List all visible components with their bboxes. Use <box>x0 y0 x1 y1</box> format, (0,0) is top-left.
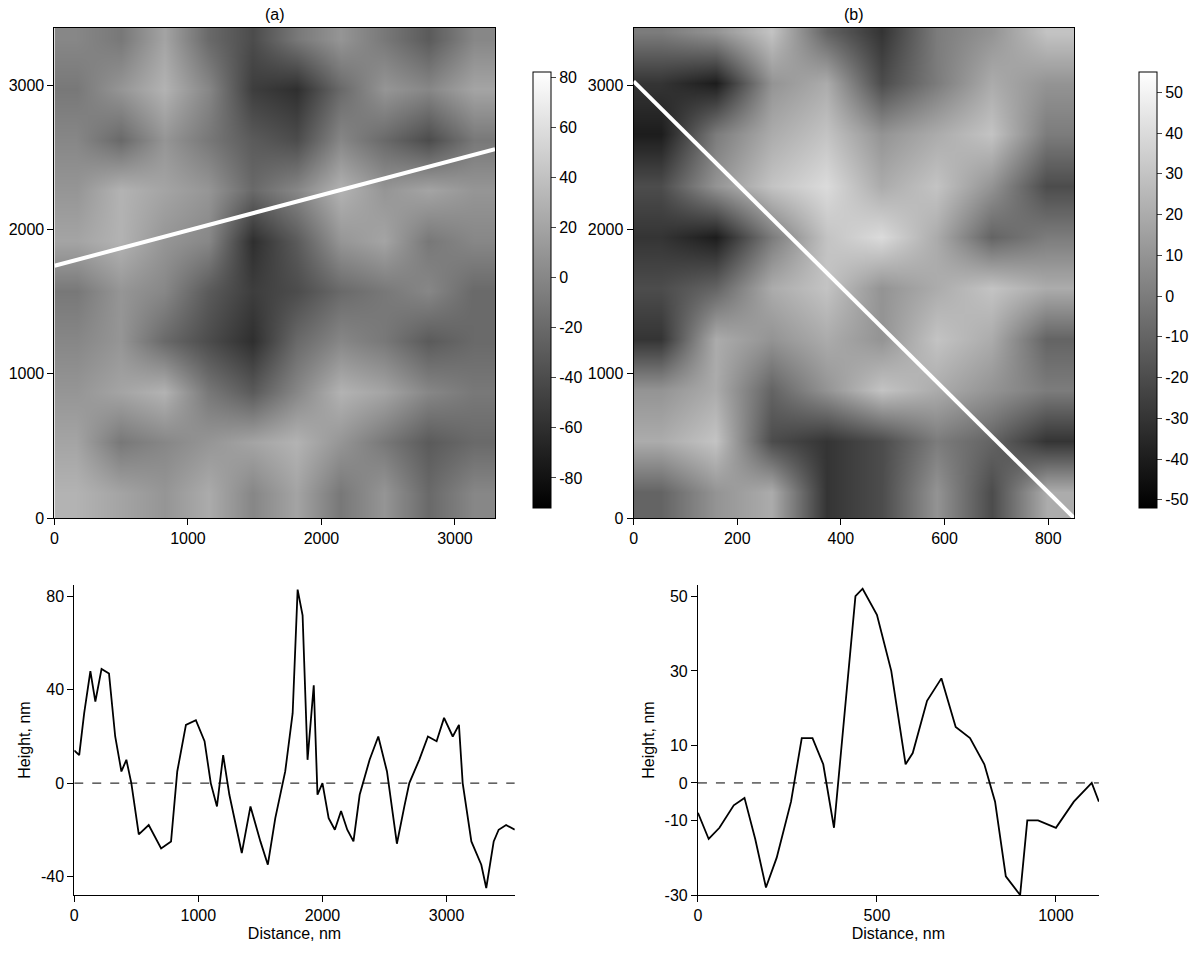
svg-text:Distance, nm: Distance, nm <box>852 925 945 942</box>
svg-text:20: 20 <box>559 219 577 236</box>
svg-text:0: 0 <box>70 907 79 924</box>
svg-text:-10: -10 <box>1165 328 1188 345</box>
svg-text:0: 0 <box>614 510 623 527</box>
svg-text:60: 60 <box>559 119 577 136</box>
svg-text:2000: 2000 <box>304 530 340 547</box>
svg-text:-60: -60 <box>559 419 582 436</box>
svg-text:Height, nm: Height, nm <box>640 701 657 778</box>
svg-text:(a): (a) <box>265 6 285 23</box>
svg-text:-40: -40 <box>1165 451 1188 468</box>
svg-text:Distance, nm: Distance, nm <box>248 925 341 942</box>
svg-text:20: 20 <box>1165 206 1183 223</box>
svg-text:800: 800 <box>1035 530 1062 547</box>
svg-text:1000: 1000 <box>588 365 624 382</box>
svg-text:0: 0 <box>629 530 638 547</box>
svg-text:-30: -30 <box>1165 410 1188 427</box>
svg-text:-40: -40 <box>41 868 64 885</box>
svg-text:40: 40 <box>1165 125 1183 142</box>
svg-text:-50: -50 <box>1165 491 1188 508</box>
svg-text:2000: 2000 <box>9 221 45 238</box>
svg-text:2000: 2000 <box>588 221 624 238</box>
svg-text:3000: 3000 <box>588 77 624 94</box>
svg-text:200: 200 <box>724 530 751 547</box>
svg-text:600: 600 <box>931 530 958 547</box>
svg-text:30: 30 <box>670 663 688 680</box>
svg-text:0: 0 <box>35 510 44 527</box>
svg-text:50: 50 <box>670 588 688 605</box>
svg-text:-20: -20 <box>559 319 582 336</box>
svg-text:3000: 3000 <box>437 530 473 547</box>
svg-text:(b): (b) <box>844 6 864 23</box>
svg-text:0: 0 <box>1165 288 1174 305</box>
svg-text:1000: 1000 <box>9 365 45 382</box>
svg-text:1000: 1000 <box>181 907 217 924</box>
svg-text:-10: -10 <box>665 812 688 829</box>
svg-text:80: 80 <box>559 69 577 86</box>
svg-text:0: 0 <box>679 775 688 792</box>
svg-text:-80: -80 <box>559 470 582 487</box>
svg-text:0: 0 <box>50 530 59 547</box>
svg-text:-40: -40 <box>559 369 582 386</box>
svg-text:2000: 2000 <box>305 907 341 924</box>
svg-text:10: 10 <box>670 737 688 754</box>
svg-text:80: 80 <box>46 588 64 605</box>
svg-text:40: 40 <box>559 169 577 186</box>
svg-text:0: 0 <box>693 907 702 924</box>
svg-text:50: 50 <box>1165 84 1183 101</box>
svg-text:0: 0 <box>55 775 64 792</box>
svg-text:500: 500 <box>864 907 891 924</box>
svg-text:-20: -20 <box>1165 369 1188 386</box>
svg-text:-30: -30 <box>665 887 688 904</box>
svg-text:30: 30 <box>1165 165 1183 182</box>
svg-text:40: 40 <box>46 681 64 698</box>
svg-text:1000: 1000 <box>170 530 206 547</box>
svg-text:3000: 3000 <box>9 77 45 94</box>
svg-text:10: 10 <box>1165 247 1183 264</box>
svg-text:400: 400 <box>828 530 855 547</box>
svg-text:0: 0 <box>559 269 568 286</box>
svg-text:Height, nm: Height, nm <box>16 701 33 778</box>
svg-text:3000: 3000 <box>429 907 465 924</box>
svg-text:1000: 1000 <box>1038 907 1074 924</box>
